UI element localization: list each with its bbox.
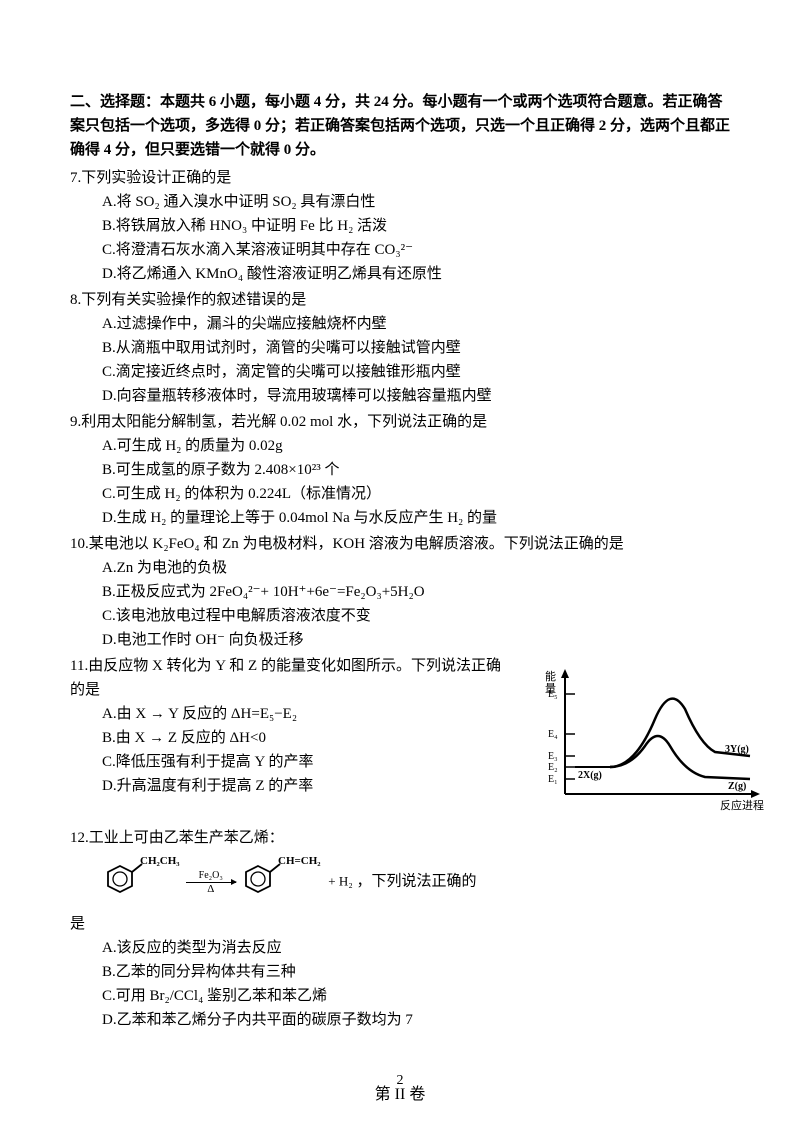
q7-option-a: A.将 SO₂ 通入溴水中证明 SO₂ 具有漂白性	[102, 190, 730, 214]
section-header: 二、选择题：本题共 6 小题，每小题 4 分，共 24 分。每小题有一个或两个选…	[70, 90, 730, 162]
plus-h2: + H₂	[328, 874, 353, 889]
styrene-icon: CH=CH₂	[240, 854, 325, 902]
catalyst-bottom: Δ	[207, 883, 214, 895]
q7-option-d: D.将乙烯通入 KMnO₄ 酸性溶液证明乙烯具有还原性	[102, 262, 730, 286]
q12-trail: ，下列说法正确的	[357, 873, 477, 889]
chart-reactant: 2X(g)	[578, 770, 602, 781]
q11-option-b: B.由 X → Z 反应的 ΔH<0	[102, 726, 510, 750]
q12-stem: 12.工业上可由乙苯生产苯乙烯：	[70, 826, 730, 850]
chart-e2: E₂	[548, 762, 558, 773]
question-8: 8.下列有关实验操作的叙述错误的是 A.过滤操作中，漏斗的尖端应接触烧杯内壁 B…	[70, 288, 730, 408]
q10-option-d: D.电池工作时 OH⁻ 向负极迁移	[102, 628, 730, 652]
q12-option-b: B.乙苯的同分异构体共有三种	[102, 960, 730, 984]
reaction-scheme: CH₂CH₃ Fe₂O₃ Δ CH=CH₂ + H₂ ，下列说法正确的	[102, 854, 730, 910]
q8-option-a: A.过滤操作中，漏斗的尖端应接触烧杯内壁	[102, 312, 730, 336]
q12-option-a: A.该反应的类型为消去反应	[102, 936, 730, 960]
q8-option-d: D.向容量瓶转移液体时，导流用玻璃棒可以接触容量瓶内壁	[102, 384, 730, 408]
q9-stem: 9.利用太阳能分解制氢，若光解 0.02 mol 水，下列说法正确的是	[70, 410, 730, 434]
question-11: 11.由反应物 X 转化为 Y 和 Z 的能量变化如图所示。下列说法正确的是 A…	[70, 654, 730, 798]
chart-e4: E₄	[548, 729, 558, 740]
q9-option-c: C.可生成 H₂ 的体积为 0.224L（标准情况）	[102, 482, 730, 506]
ethylbenzene-icon: CH₂CH₃	[102, 854, 182, 902]
q7-stem: 7.下列实验设计正确的是	[70, 166, 730, 190]
q12-trail2: 是	[70, 912, 730, 936]
q12-option-d: D.乙苯和苯乙烯分子内共平面的碳原子数均为 7	[102, 1008, 730, 1032]
svg-text:CH=CH₂: CH=CH₂	[278, 855, 321, 867]
chart-e5: E₅	[548, 689, 558, 700]
question-7: 7.下列实验设计正确的是 A.将 SO₂ 通入溴水中证明 SO₂ 具有漂白性 B…	[70, 166, 730, 286]
q8-option-b: B.从滴瓶中取用试剂时，滴管的尖嘴可以接触试管内壁	[102, 336, 730, 360]
svg-text:CH₂CH₃: CH₂CH₃	[140, 855, 180, 867]
q10-option-c: C.该电池放电过程中电解质溶液浓度不变	[102, 604, 730, 628]
q9-option-a: A.可生成 H₂ 的质量为 0.02g	[102, 434, 730, 458]
q7-option-c: C.将澄清石灰水滴入某溶液证明其中存在 CO₃²⁻	[102, 238, 730, 262]
q11-stem: 11.由反应物 X 转化为 Y 和 Z 的能量变化如图所示。下列说法正确的是	[70, 654, 510, 702]
q9-option-d: D.生成 H₂ 的量理论上等于 0.04mol Na 与水反应产生 H₂ 的量	[102, 506, 730, 530]
question-12: 12.工业上可由乙苯生产苯乙烯： CH₂CH₃ Fe₂O₃ Δ CH=CH₂ +…	[70, 826, 730, 1032]
energy-diagram: 能 量 反应进程 E₁ E₂ E₃ E₄ E₅ 2X(g) 3Y(g) Z(g)	[540, 664, 770, 814]
q11-option-d: D.升高温度有利于提高 Z 的产率	[102, 774, 510, 798]
q11-option-c: C.降低压强有利于提高 Y 的产率	[102, 750, 510, 774]
q10-option-a: A.Zn 为电池的负极	[102, 556, 730, 580]
chart-e1: E₁	[548, 774, 558, 785]
chart-product-z: Z(g)	[728, 781, 746, 792]
reaction-arrow: Fe₂O₃ Δ	[186, 869, 236, 894]
chart-ylabel-1: 能	[545, 669, 556, 683]
q8-option-c: C.滴定接近终点时，滴定管的尖嘴可以接触锥形瓶内壁	[102, 360, 730, 384]
q10-stem: 10.某电池以 K₂FeO₄ 和 Zn 为电极材料，KOH 溶液为电解质溶液。下…	[70, 532, 730, 556]
chart-product-y: 3Y(g)	[725, 744, 749, 755]
q11-option-a: A.由 X → Y 反应的 ΔH=E₅−E₂	[102, 702, 510, 726]
catalyst-top: Fe₂O₃	[199, 870, 223, 881]
q8-stem: 8.下列有关实验操作的叙述错误的是	[70, 288, 730, 312]
q9-option-b: B.可生成氢的原子数为 2.408×10²³ 个	[102, 458, 730, 482]
chart-e3: E₃	[548, 751, 558, 762]
question-10: 10.某电池以 K₂FeO₄ 和 Zn 为电极材料，KOH 溶液为电解质溶液。下…	[70, 532, 730, 652]
q12-option-c: C.可用 Br₂/CCl₄ 鉴别乙苯和苯乙烯	[102, 984, 730, 1008]
chart-xlabel: 反应进程	[720, 798, 764, 812]
q10-option-b: B.正极反应式为 2FeO₄²⁻+ 10H⁺+6e⁻=Fe₂O₃+5H₂O	[102, 580, 730, 604]
question-9: 9.利用太阳能分解制氢，若光解 0.02 mol 水，下列说法正确的是 A.可生…	[70, 410, 730, 530]
q7-option-b: B.将铁屑放入稀 HNO₃ 中证明 Fe 比 H₂ 活泼	[102, 214, 730, 238]
page-number: 2	[0, 1070, 800, 1092]
